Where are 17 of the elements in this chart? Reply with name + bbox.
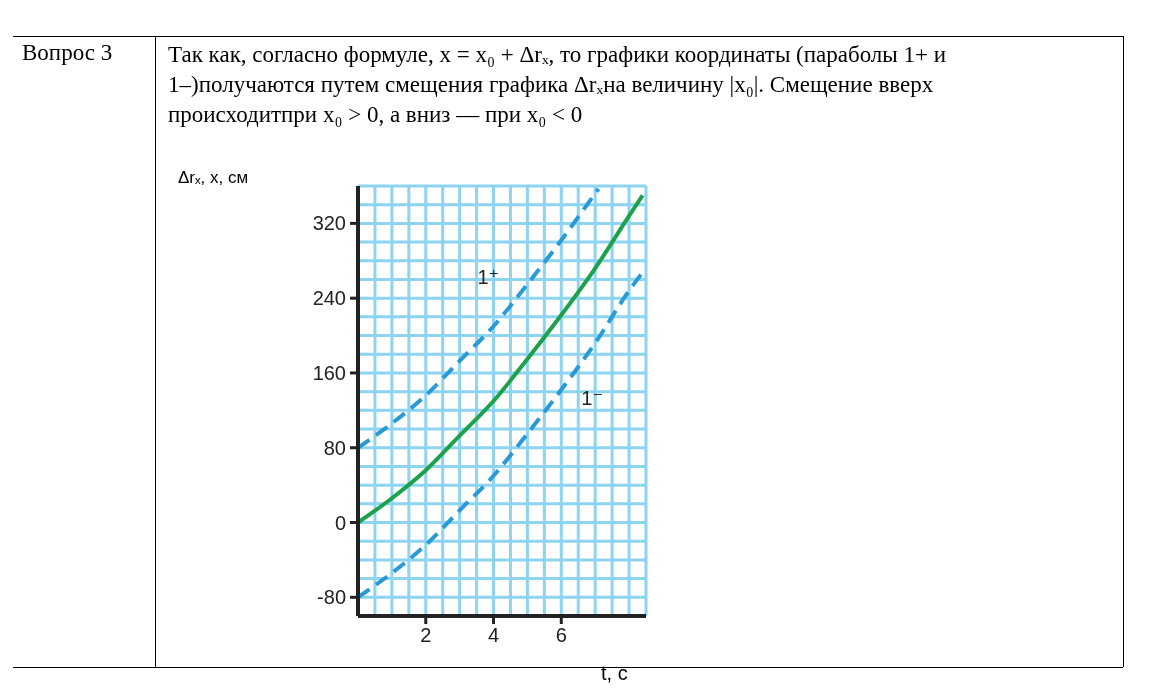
y-tick-label: -80 <box>317 586 346 609</box>
x-axis-title: t, с <box>601 662 628 685</box>
y-tick-label: 0 <box>334 511 346 534</box>
y-tick-label: 160 <box>312 361 346 384</box>
y-tick-label: 320 <box>312 212 346 235</box>
line-series <box>358 186 601 450</box>
x-tick-label: 4 <box>487 624 500 646</box>
y-axis-title: Δrₓ, x, см <box>178 168 249 188</box>
text: Так как, согласно формуле, x = x₀ + Δrₓ, то графики координаты (параболы 1+ и 1–)получаются путем смещения графика Δrₓна величину |x₀|. Смещение вверх происходитпри x₀ > 0, а вниз — при x₀ < 0 <box>168 41 948 129</box>
x-tick-label: 2 <box>420 624 432 646</box>
y-tick-label: 80 <box>323 436 346 459</box>
text: Вопрос 3 <box>22 40 113 66</box>
series-label: 1⁻ <box>581 386 603 409</box>
x-tick-label: 6 <box>555 624 567 646</box>
line-series <box>358 193 645 525</box>
series-label: 1⁺ <box>477 266 500 289</box>
y-tick-label: 240 <box>312 287 346 310</box>
